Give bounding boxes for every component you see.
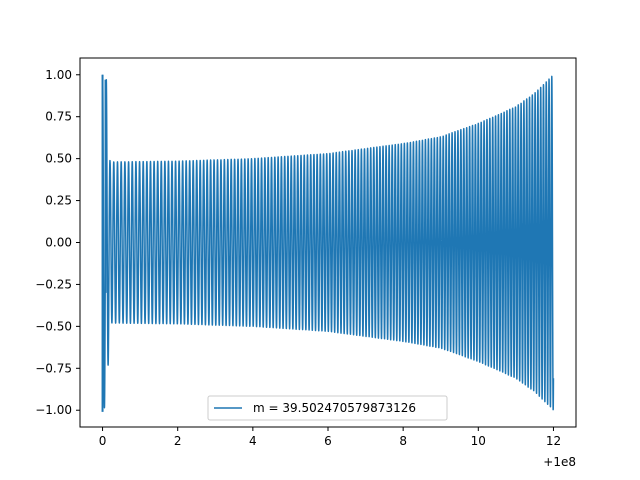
series-layer — [101, 74, 555, 412]
series-line — [101, 74, 555, 411]
y-tick-label: 1.00 — [45, 68, 72, 82]
y-tick-label: −0.50 — [35, 319, 72, 333]
x-tick-label: 10 — [471, 434, 486, 448]
y-tick-label: −1.00 — [35, 403, 72, 417]
legend-box — [207, 395, 448, 421]
y-tick-label: 0.50 — [45, 152, 72, 166]
x-tick-label: 2 — [174, 434, 182, 448]
y-tick-label: 0.00 — [45, 236, 72, 250]
legend: m = 39.502470579873126 — [207, 395, 448, 421]
y-tick-label: 0.75 — [45, 110, 72, 124]
x-tick-label: 4 — [249, 434, 257, 448]
x-tick-label: 0 — [99, 434, 107, 448]
y-tick-label: −0.75 — [35, 361, 72, 375]
y-tick-label: −0.25 — [35, 277, 72, 291]
y-tick-label: 0.25 — [45, 194, 72, 208]
x-offset-label: +1e8 — [543, 455, 576, 469]
y-axis: −1.00 −0.75 −0.50 −0.25 0.00 0.25 0.50 0.75 1.00 — [35, 68, 80, 417]
legend-label: m = 39.502470579873126 — [253, 401, 416, 415]
x-tick-label: 8 — [399, 434, 407, 448]
x-axis: 0 2 4 6 8 10 12 — [99, 427, 561, 448]
x-tick-label: 12 — [546, 434, 561, 448]
x-tick-label: 6 — [324, 434, 332, 448]
